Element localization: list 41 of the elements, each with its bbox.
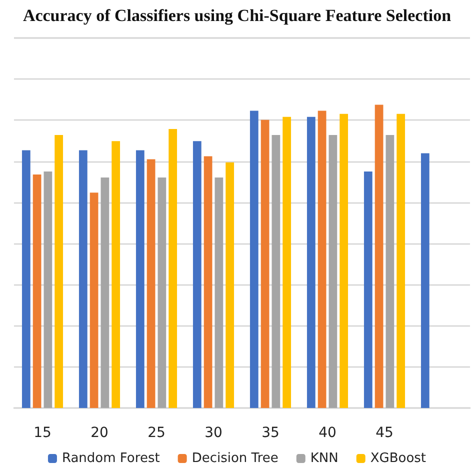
bar <box>112 141 120 408</box>
bar <box>306 116 316 408</box>
bar <box>158 178 166 408</box>
legend-label: XGBoost <box>370 451 426 466</box>
bar <box>100 178 110 408</box>
bar <box>44 171 52 408</box>
bar <box>364 171 372 408</box>
bar <box>90 192 98 408</box>
bar <box>396 114 406 408</box>
bar <box>168 128 178 408</box>
bar <box>318 110 326 408</box>
bar <box>192 141 202 408</box>
x-tick-label: 15 <box>34 425 52 441</box>
bar <box>22 150 30 408</box>
bar <box>340 114 348 408</box>
bar <box>420 153 430 408</box>
bar <box>204 156 212 408</box>
bar <box>260 120 270 408</box>
bar <box>250 110 258 408</box>
bar <box>214 178 224 408</box>
x-tick-label: 25 <box>148 425 166 441</box>
x-tick-label: 40 <box>318 425 336 441</box>
x-tick-label: 20 <box>90 425 108 441</box>
bar <box>78 150 88 408</box>
bar <box>226 162 234 408</box>
bar <box>54 135 64 408</box>
bar <box>386 135 394 408</box>
bar <box>374 104 384 408</box>
bar <box>272 135 280 408</box>
legend-label: KNN <box>310 451 338 466</box>
bar <box>136 150 144 408</box>
legend-label: Decision Tree <box>192 451 278 466</box>
bar <box>146 159 156 408</box>
bar <box>328 135 338 408</box>
bar <box>32 174 42 408</box>
x-tick-label: 30 <box>204 425 222 441</box>
x-tick-label: 45 <box>376 425 394 441</box>
x-tick-label: 35 <box>262 425 280 441</box>
chart-title: Accuracy of Classifiers using Chi-Square Feature Selection <box>22 6 452 25</box>
legend-label: Random Forest <box>62 451 160 466</box>
bar <box>282 116 292 408</box>
